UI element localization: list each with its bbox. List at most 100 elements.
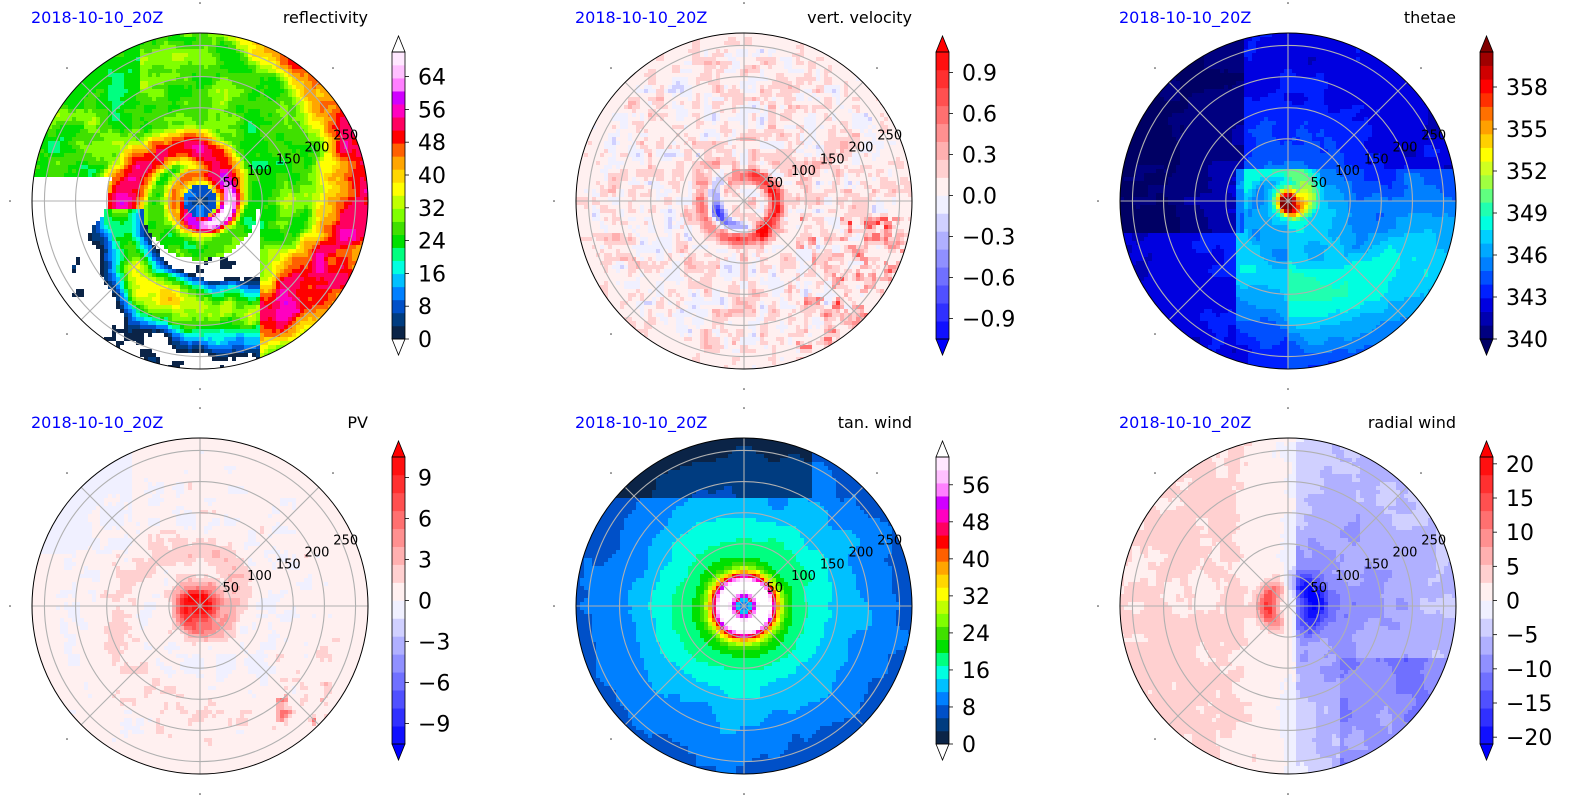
colorbar-segment [392,528,405,547]
colorbar-tick-label: 24 [418,230,446,255]
axis-tick-mark [610,333,612,335]
colorbar-segment [392,156,405,170]
colorbar-segment [1480,175,1493,189]
colorbar-segment [392,273,405,288]
colorbar-segment [1480,93,1493,107]
axis-tick-mark [1154,333,1156,335]
colorbar-segment [1480,243,1493,258]
range-ring-label: 200 [849,140,874,155]
colorbar-tick-label: 32 [962,585,990,610]
colorbar-segment [936,678,949,693]
colorbar-segment [1480,708,1493,727]
axis-tick-mark [743,2,745,4]
polar-grid [576,33,912,369]
colorbar-segment [936,665,949,680]
timestamp-label: 2018-10-10_20Z [1119,413,1251,433]
colorbar-segment [392,708,405,727]
colorbar-segment [392,247,405,262]
polar-grid [32,438,368,774]
colorbar-segment [392,457,405,476]
colorbar-segment [936,457,949,471]
colorbar-tick-label: −0.6 [962,267,1015,292]
colorbar-extend-high [1479,34,1494,53]
colorbar-segment [1480,600,1493,619]
colorbar-segment [1480,298,1493,312]
colorbar-tick-label: −10 [1506,658,1552,683]
colorbar-tick-label: 16 [418,262,446,287]
radial-spoke [743,605,864,726]
axis-tick-mark [553,200,555,202]
colorbar-segment [1480,147,1493,162]
polar-grid [576,438,912,774]
radial-spoke [1168,486,1289,607]
radial-spoke [1168,605,1289,726]
colorbar-segment [936,600,949,614]
colorbar-segment [1480,582,1493,601]
colorbar-extend-high [935,34,950,53]
range-ring-label: 250 [1421,533,1446,548]
colorbar-tick-label: −0.9 [962,308,1015,333]
colorbar-segment [1480,325,1493,340]
colorbar-segment [392,104,405,118]
plot-boundary [1119,437,1457,775]
range-ring-label: 150 [820,557,845,572]
colorbar-segment [392,208,405,222]
radial-spoke [199,81,320,202]
colorbar-extend-high [391,34,406,53]
colorbar-segment [392,325,405,340]
panel-title: tan. wind [838,413,912,432]
colorbar-segment [936,123,949,142]
colorbar-segment [1480,457,1493,476]
colorbar-segment [392,510,405,530]
polar-grid [1120,33,1456,369]
radial-spoke [624,605,745,726]
range-ring-label: 150 [276,557,301,572]
axis-tick-mark [1097,200,1099,202]
colorbar-segment [1480,492,1493,512]
colorbar-tick-label: −6 [418,672,450,697]
colorbar-segment [1480,672,1493,691]
colorbar-segment [392,182,405,196]
axis-tick-mark [66,67,68,69]
colorbar-extend-low [1479,743,1494,762]
axis-tick-mark [1287,388,1289,390]
colorbar-segment [936,177,949,196]
colorbar: 0 8 16 24 32 40 48 56 [935,439,990,762]
colorbar-segment [392,130,405,144]
colorbar-frame [935,456,950,745]
colorbar-tick-label: 0.9 [962,62,997,87]
timestamp-label: 2018-10-10_20Z [575,413,707,433]
colorbar-segment [392,492,405,512]
radial-spoke [743,200,864,321]
axis-tick-mark [876,472,878,474]
timestamp-label: 2018-10-10_20Z [31,8,163,28]
colorbar-segment [936,496,949,510]
colorbar-segment [1480,229,1493,244]
colorbar-segment [936,267,949,286]
colorbar-tick-label: 64 [418,66,446,91]
colorbar-segment [936,213,949,232]
axis-tick-mark [199,2,201,4]
colorbar-segment [1480,726,1493,745]
colorbar-tick-label: 6 [418,508,432,533]
colorbar-segment [392,117,405,131]
colorbar-frame [1479,51,1494,340]
colorbar-segment [392,299,405,314]
colorbar-tick-label: 3 [418,549,432,574]
radial-spoke [1168,81,1289,202]
axis-tick-mark [1420,67,1422,69]
colorbar-tick-label: −9 [418,713,450,738]
radial-spoke [199,605,320,726]
axis-tick-mark [1287,793,1289,795]
colorbar-segment [1480,79,1493,94]
colorbar-segment [392,234,405,248]
polar-grid [1120,438,1456,774]
axis-tick-mark [1154,472,1156,474]
panel-title: radial wind [1368,413,1456,432]
colorbar: 0 8 16 24 32 40 48 56 64 [391,34,446,357]
colorbar-frame [391,51,406,340]
axis-tick-mark [332,67,334,69]
colorbar-segment [1480,564,1493,583]
radial-spoke [1287,81,1408,202]
colorbar-tick-label: 0.6 [962,103,997,128]
